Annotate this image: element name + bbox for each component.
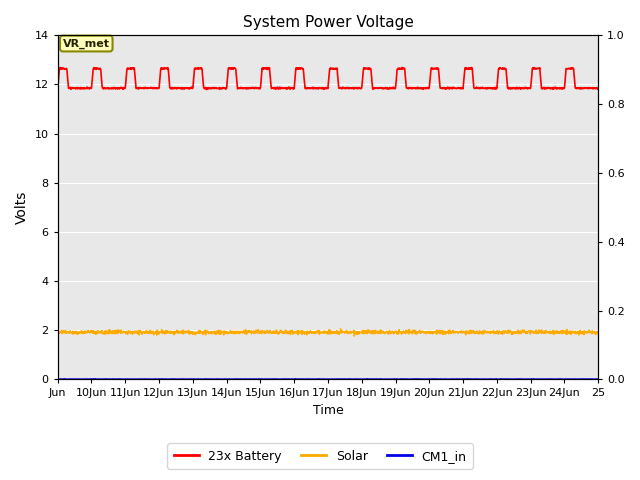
Solar [81,329,89,335]
CM1_in [317,376,324,382]
Solar [579,331,587,336]
23x Battery [203,87,211,93]
Solar [595,332,602,337]
Solar [480,330,488,336]
CM1_in [159,376,166,382]
Solar [337,326,344,332]
Legend: 23x Battery, Solar, CM1_in: 23x Battery, Solar, CM1_in [167,444,473,469]
CM1_in [595,376,602,382]
Line: 23x Battery: 23x Battery [58,67,598,90]
Solar [54,329,61,335]
X-axis label: Time: Time [312,404,343,417]
23x Battery [303,85,310,91]
Title: System Power Voltage: System Power Voltage [243,15,413,30]
CM1_in [579,376,587,382]
23x Battery [398,64,406,70]
Solar [579,331,587,337]
23x Battery [595,85,602,91]
CM1_in [54,376,61,382]
23x Battery [317,85,324,91]
CM1_in [303,376,310,382]
Line: Solar: Solar [58,329,598,336]
23x Battery [81,85,89,91]
23x Battery [54,85,61,91]
Y-axis label: Volts: Volts [15,191,29,224]
Text: VR_met: VR_met [63,38,110,48]
23x Battery [579,85,587,91]
Solar [317,330,324,336]
CM1_in [464,376,472,382]
Solar [351,333,358,339]
CM1_in [81,376,89,382]
23x Battery [579,85,587,91]
Solar [302,329,310,335]
CM1_in [480,376,488,382]
CM1_in [579,376,587,382]
23x Battery [480,85,488,91]
